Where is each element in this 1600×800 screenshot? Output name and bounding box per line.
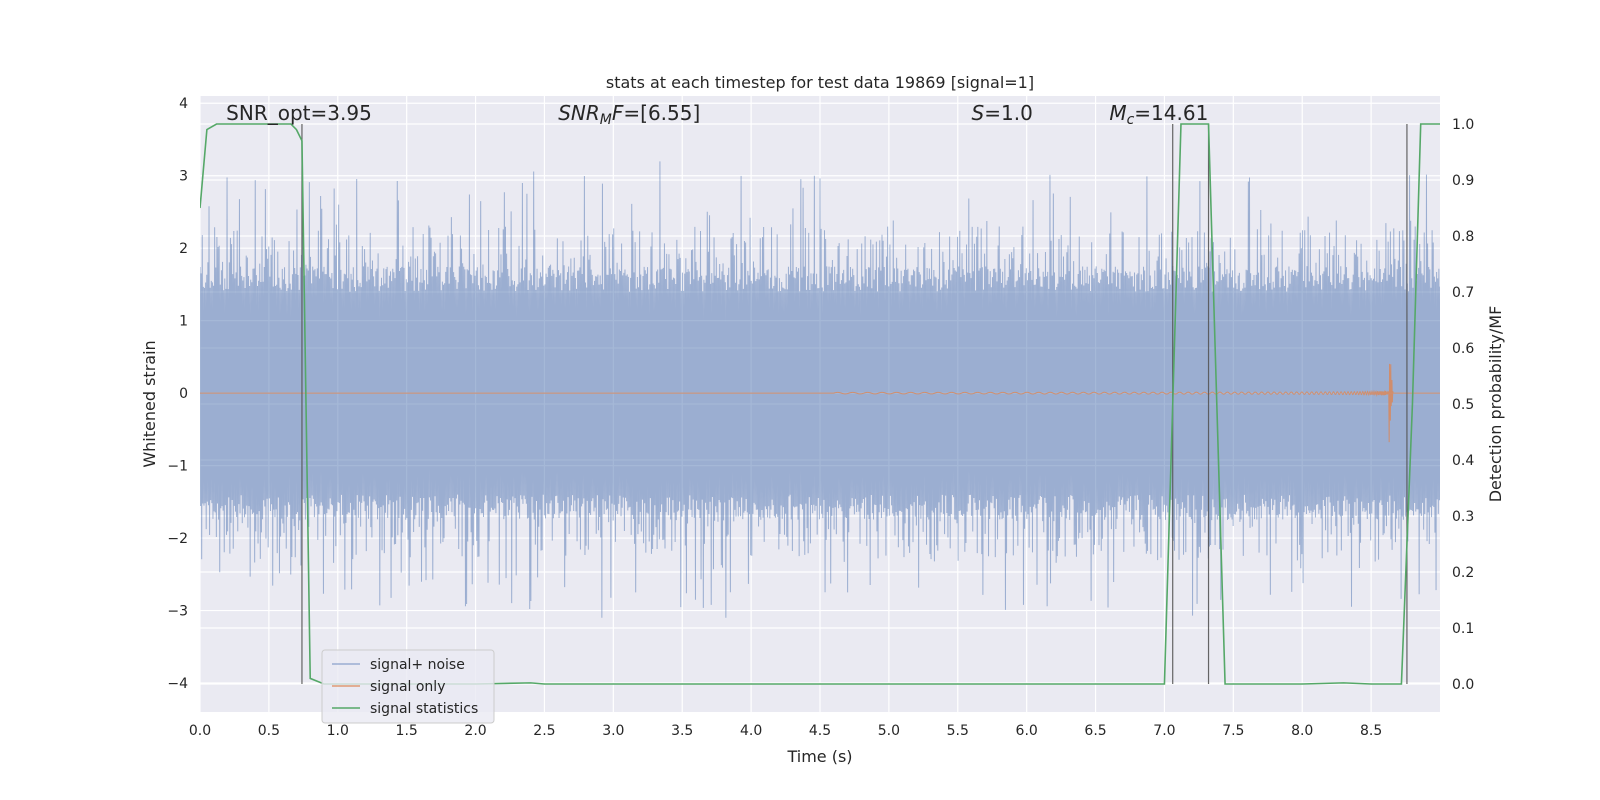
annotation-snr-mf: SNRMF=[6.55] — [558, 101, 700, 128]
x-tick-label: 0.0 — [189, 723, 211, 739]
annotations: SNR_opt=3.95 SNRMF=[6.55] S=1.0 Mc=14.61 — [226, 101, 1208, 128]
annotation-subscript: M — [600, 112, 612, 128]
y2-tick-label: 0.4 — [1452, 453, 1474, 469]
annotation-part: S — [972, 101, 985, 125]
legend-label-signal-statistics: signal statistics — [370, 701, 478, 717]
x-tick-label: 7.0 — [1153, 723, 1175, 739]
series-signal-statistics — [200, 123, 1440, 685]
annotation-part: M — [1109, 101, 1126, 125]
y2-tick-label: 0.2 — [1452, 565, 1474, 581]
legend-label-signal-only: signal only — [370, 679, 445, 695]
series-signal-only — [200, 363, 1440, 443]
x-tick-label: 5.0 — [878, 723, 900, 739]
y2-tick-label: 0.7 — [1452, 285, 1474, 301]
y2-tick-label: 0.6 — [1452, 341, 1474, 357]
y-axis-label: Whitened strain — [140, 340, 159, 467]
annotation-part: =1.0 — [984, 101, 1033, 125]
x-tick-label: 1.5 — [396, 723, 418, 739]
y2-tick-label: 0.5 — [1452, 397, 1474, 413]
y-tick-label: −1 — [167, 459, 188, 475]
x-tick-label: 2.0 — [464, 723, 486, 739]
y-tick-label: −4 — [167, 676, 188, 692]
y2-axis-ticks: 0.0 0.1 0.2 0.3 0.4 0.5 0.6 0.7 0.8 0.9 1.0 — [1452, 117, 1474, 693]
x-tick-label: 3.0 — [602, 723, 624, 739]
x-tick-label: 0.5 — [258, 723, 280, 739]
y-tick-label: 3 — [179, 169, 188, 185]
chart-title: stats at each timestep for test data 198… — [606, 73, 1034, 92]
x-tick-label: 7.5 — [1222, 723, 1244, 739]
y-tick-label: −2 — [167, 531, 188, 547]
annotation-part: F — [612, 101, 624, 125]
x-tick-label: 4.5 — [809, 723, 831, 739]
y2-tick-label: 0.1 — [1452, 621, 1474, 637]
x-axis-ticks: 0.0 0.5 1.0 1.5 2.0 2.5 3.0 3.5 4.0 4.5 5.0 5.5 6.0 6… — [189, 723, 1382, 739]
y-tick-label: −3 — [167, 604, 188, 620]
y-tick-label: 0 — [179, 386, 188, 402]
x-tick-label: 3.5 — [671, 723, 693, 739]
y-tick-label: 4 — [179, 96, 188, 112]
y2-tick-label: 0.3 — [1452, 509, 1474, 525]
annotation-mc: Mc=14.61 — [1109, 101, 1208, 128]
y2-tick-label: 0.0 — [1452, 677, 1474, 693]
y2-tick-label: 0.9 — [1452, 173, 1474, 189]
legend-box — [321, 649, 495, 724]
x-tick-label: 8.0 — [1291, 723, 1313, 739]
x-tick-label: 1.0 — [327, 723, 349, 739]
annotation-part: =[6.55] — [623, 101, 700, 125]
y2-axis-label: Detection probability/MF — [1486, 306, 1505, 503]
x-tick-label: 6.5 — [1084, 723, 1106, 739]
y-axis-ticks: −4 −3 −2 −1 0 1 2 3 4 — [167, 96, 188, 692]
y2-tick-label: 1.0 — [1452, 117, 1474, 133]
annotation-subscript: c — [1127, 112, 1135, 128]
legend: signal+ noise signal only signal statist… — [321, 649, 495, 724]
y2-tick-label: 0.8 — [1452, 229, 1474, 245]
y-tick-label: 2 — [179, 241, 188, 257]
x-tick-label: 5.5 — [947, 723, 969, 739]
y-tick-label: 1 — [179, 314, 188, 330]
annotation-snr-opt: SNR_opt=3.95 — [226, 101, 372, 125]
x-tick-label: 2.5 — [533, 723, 555, 739]
x-tick-label: 8.5 — [1360, 723, 1382, 739]
annotation-part: SNR — [558, 101, 600, 125]
x-axis-label: Time (s) — [786, 747, 852, 766]
series-signal-plus-noise — [200, 161, 1440, 618]
x-tick-label: 6.0 — [1016, 723, 1038, 739]
legend-label-signal-plus-noise: signal+ noise — [370, 657, 465, 673]
x-tick-label: 4.0 — [740, 723, 762, 739]
annotation-part: =14.61 — [1134, 101, 1208, 125]
annotation-s: S=1.0 — [972, 101, 1033, 125]
